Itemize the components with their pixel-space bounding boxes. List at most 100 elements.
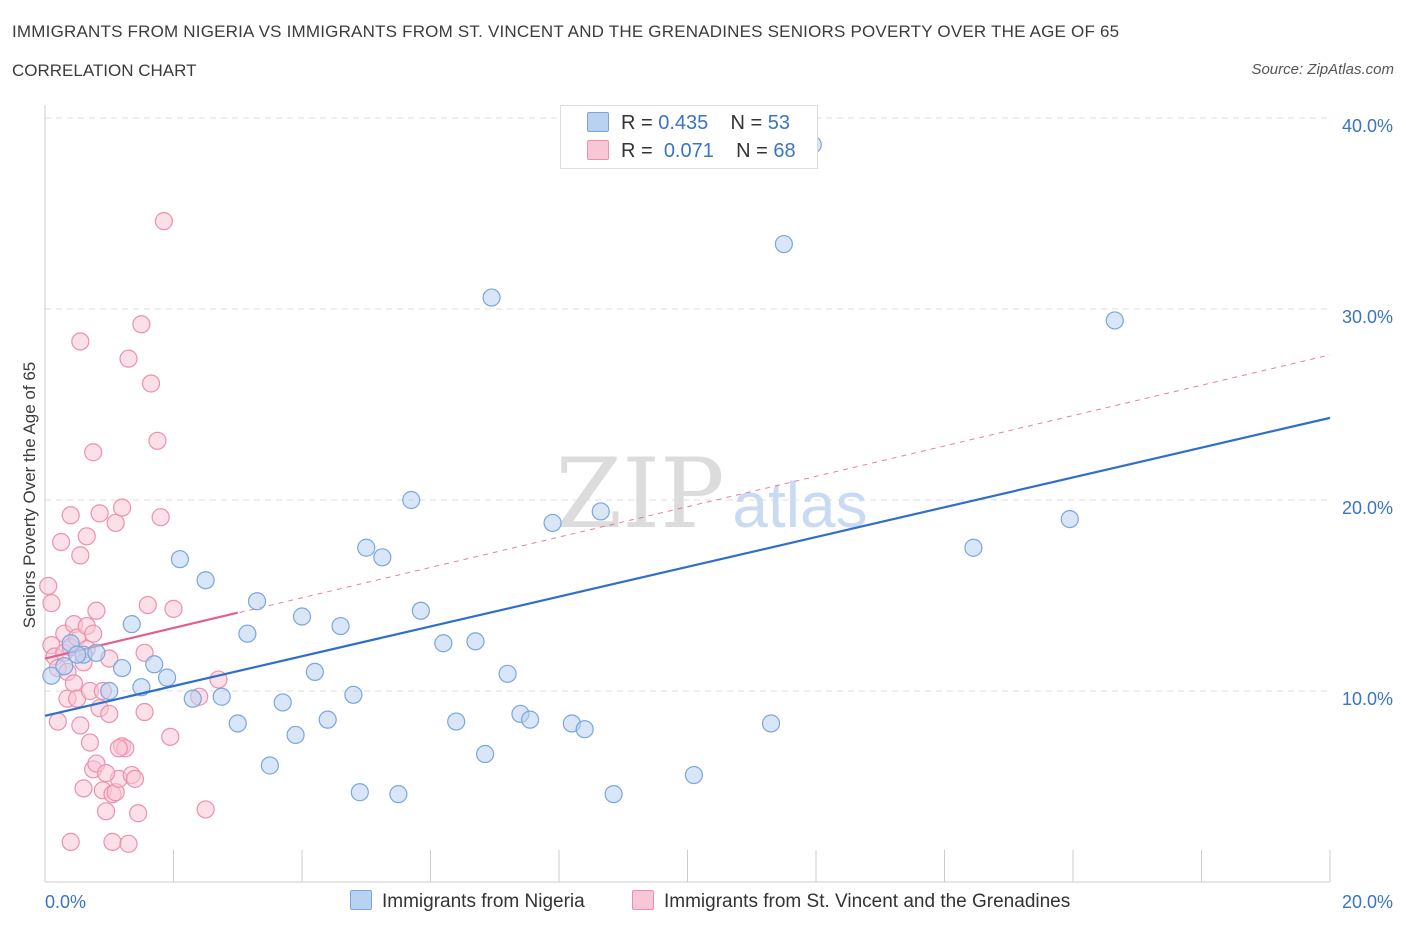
bottom-legend-label-nigeria: Immigrants from Nigeria: [382, 891, 585, 912]
point-nigeria-20: [286, 725, 305, 745]
bottom-legend-st-vincent: Immigrants from St. Vincent and the Gren…: [632, 890, 1070, 913]
legend-r-value-st-vincent: 0.071: [663, 140, 714, 162]
point-st-vincent-25: [84, 443, 103, 462]
point-nigeria-39: [520, 710, 540, 729]
point-st-vincent-56: [164, 599, 183, 618]
point-nigeria-35: [476, 744, 495, 764]
point-st-vincent-28: [87, 601, 106, 620]
bottom-legend-swatch-pink: [632, 890, 654, 910]
point-nigeria-5: [100, 681, 119, 701]
point-nigeria-18: [260, 756, 279, 775]
point-nigeria-14: [212, 687, 231, 706]
point-st-vincent-63: [96, 764, 116, 783]
point-nigeria-23: [318, 710, 337, 729]
point-nigeria-36: [482, 288, 501, 307]
point-st-vincent-19: [74, 779, 93, 798]
source-credit: Source: ZipAtlas.com: [1251, 61, 1394, 78]
bottom-legend-nigeria: Immigrants from Nigeria: [350, 890, 585, 913]
point-nigeria-40: [543, 513, 562, 533]
point-nigeria-42: [575, 720, 594, 739]
point-st-vincent-64: [103, 832, 122, 851]
x-tick-label-0: 0.0%: [45, 892, 86, 912]
point-nigeria-10: [157, 668, 177, 687]
x-tick-label-1: 20.0%: [1342, 892, 1393, 912]
legend-n-label: N =: [730, 112, 763, 134]
point-st-vincent-58: [196, 800, 215, 819]
point-st-vincent-21: [77, 527, 96, 546]
point-nigeria-44: [604, 785, 623, 804]
point-st-vincent-52: [148, 431, 167, 450]
chart-title: IMMIGRANTS FROM NIGERIA VS IMMIGRANTS FR…: [12, 22, 1120, 41]
point-nigeria-4: [87, 643, 106, 662]
point-nigeria-19: [273, 693, 292, 712]
point-nigeria-9: [145, 655, 164, 674]
point-st-vincent-49: [135, 702, 154, 722]
point-nigeria-28: [373, 548, 392, 567]
point-st-vincent-40: [112, 498, 132, 517]
point-nigeria-45: [684, 765, 704, 785]
point-st-vincent-60: [71, 332, 90, 351]
point-st-vincent-65: [109, 739, 128, 758]
point-nigeria-52: [68, 645, 87, 664]
legend-n-label: N =: [736, 140, 768, 162]
point-nigeria-30: [402, 490, 421, 510]
point-nigeria-22: [305, 662, 324, 682]
point-nigeria-17: [247, 592, 267, 611]
point-st-vincent-47: [132, 315, 151, 334]
watermark-zip: ZIP: [555, 438, 724, 550]
point-st-vincent-18: [71, 716, 90, 735]
point-st-vincent-45: [125, 769, 145, 788]
legend-n-value-st-vincent: 68: [773, 140, 796, 162]
point-st-vincent-46: [129, 804, 148, 823]
legend-r-label: R =: [621, 112, 653, 134]
point-nigeria-29: [389, 785, 408, 804]
point-nigeria-51: [1105, 311, 1124, 330]
legend-swatch-blue: [587, 112, 609, 132]
point-st-vincent-66: [119, 834, 138, 853]
point-st-vincent-35: [100, 704, 119, 724]
y-tick-label-1: 20.0%: [1342, 498, 1393, 518]
point-nigeria-25: [344, 685, 363, 704]
point-nigeria-47: [774, 234, 793, 254]
point-st-vincent-29: [90, 504, 109, 523]
legend-swatch-pink: [587, 140, 609, 160]
point-nigeria-37: [498, 664, 517, 683]
legend-row-st-vincent: R = 0.071 N = 68: [587, 140, 796, 163]
point-nigeria-0: [42, 666, 61, 685]
point-nigeria-11: [170, 550, 190, 569]
point-st-vincent-43: [119, 349, 138, 368]
grid-lines: [45, 117, 1330, 692]
chart-subtitle: CORRELATION CHART: [12, 61, 197, 80]
point-st-vincent-11: [61, 506, 80, 525]
point-nigeria-27: [357, 538, 376, 557]
point-nigeria-49: [964, 538, 983, 557]
legend-row-nigeria: R = 0.435 N = 53: [587, 112, 790, 135]
point-nigeria-50: [1060, 509, 1079, 529]
point-st-vincent-0: [39, 576, 58, 596]
point-nigeria-24: [331, 616, 350, 636]
watermark-atlas: atlas: [732, 469, 867, 541]
point-nigeria-26: [350, 783, 369, 802]
point-st-vincent-50: [138, 595, 157, 615]
point-st-vincent-67: [61, 832, 80, 851]
point-nigeria-34: [466, 632, 485, 651]
legend-n-value-nigeria: 53: [767, 112, 791, 134]
point-nigeria-31: [411, 601, 430, 620]
legend-r-label: R =: [621, 140, 653, 162]
point-st-vincent-38: [106, 513, 125, 533]
point-nigeria-33: [447, 712, 466, 731]
point-st-vincent-54: [154, 212, 173, 231]
trendline-nigeria: [44, 416, 1331, 717]
point-nigeria-7: [122, 615, 141, 634]
point-st-vincent-17: [71, 546, 90, 565]
point-nigeria-43: [591, 502, 610, 521]
point-nigeria-12: [183, 689, 202, 708]
legend-r-value-nigeria: 0.435: [658, 112, 709, 134]
point-nigeria-32: [434, 634, 453, 653]
point-nigeria-46: [761, 714, 781, 733]
point-st-vincent-53: [151, 508, 170, 527]
point-nigeria-1: [55, 657, 74, 676]
y-tick-label-0: 10.0%: [1342, 689, 1393, 709]
point-st-vincent-62: [84, 624, 103, 643]
